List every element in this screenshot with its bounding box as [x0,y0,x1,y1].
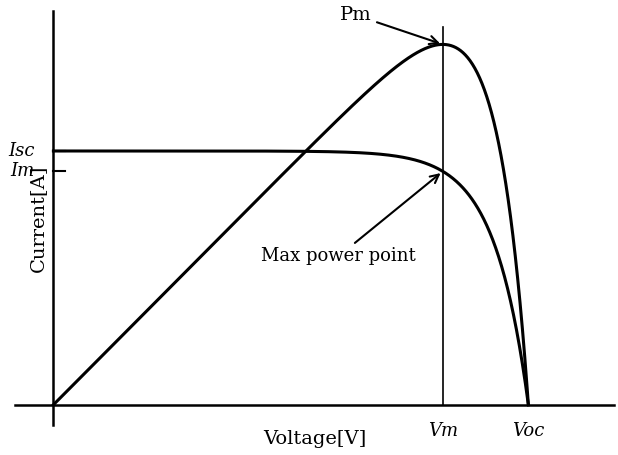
Text: Vm: Vm [428,422,458,440]
Y-axis label: Current[A]: Current[A] [28,165,46,272]
Text: Isc: Isc [8,142,35,160]
Text: Im: Im [11,162,35,180]
X-axis label: Voltage[V]: Voltage[V] [263,430,366,448]
Text: Max power point: Max power point [261,175,439,265]
Text: Pm: Pm [340,6,438,44]
Text: Voc: Voc [512,422,544,440]
